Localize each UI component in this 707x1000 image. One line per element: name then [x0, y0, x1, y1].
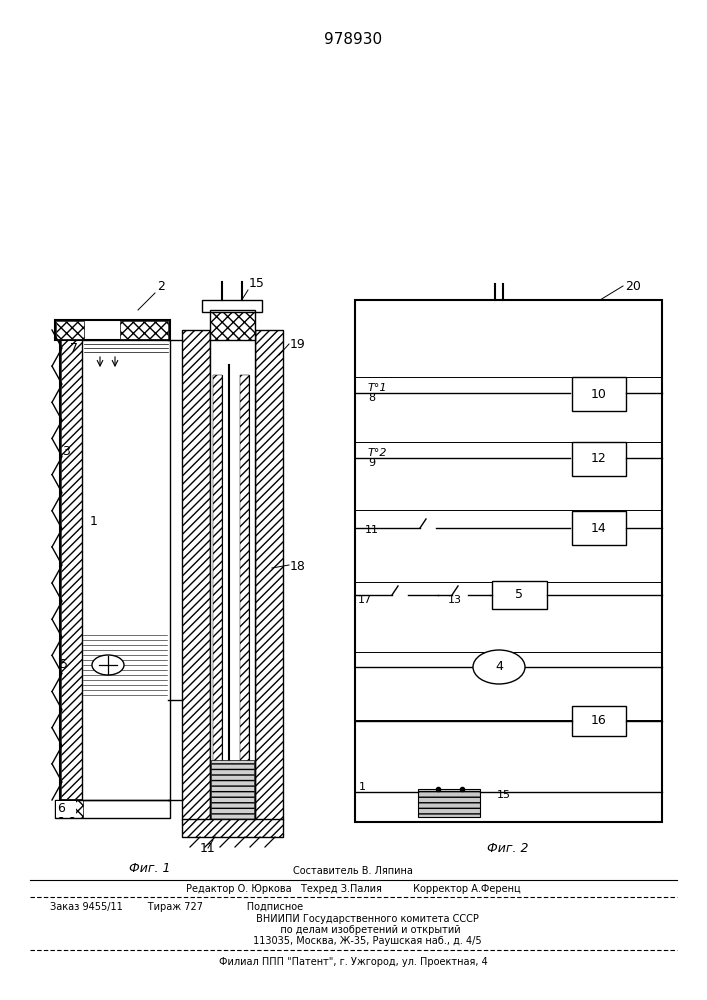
Text: 12: 12: [591, 452, 607, 466]
Bar: [255, 330, 283, 820]
Bar: [572, 442, 626, 476]
Text: 7: 7: [70, 342, 78, 355]
Bar: [120, 321, 168, 339]
Bar: [60, 335, 85, 800]
Text: 2: 2: [157, 280, 165, 293]
Bar: [56, 321, 84, 339]
Bar: [572, 377, 626, 411]
Text: 1: 1: [90, 515, 98, 528]
Bar: [240, 375, 249, 795]
Text: 15: 15: [249, 277, 265, 290]
Text: ВНИИПИ Государственного комитета СССР: ВНИИПИ Государственного комитета СССР: [228, 914, 479, 924]
Bar: [240, 375, 249, 795]
Bar: [572, 511, 626, 545]
Text: 15: 15: [497, 790, 511, 800]
Bar: [572, 706, 626, 736]
Bar: [182, 819, 283, 837]
Text: 5: 5: [60, 658, 68, 671]
Bar: [213, 375, 222, 795]
Text: 16: 16: [591, 714, 607, 728]
Text: 11: 11: [365, 525, 379, 535]
Bar: [355, 300, 662, 822]
Text: Заказ 9455/11        Тираж 727              Подписное: Заказ 9455/11 Тираж 727 Подписное: [50, 902, 303, 912]
Bar: [182, 330, 210, 820]
Bar: [210, 330, 255, 820]
Text: 17: 17: [358, 595, 372, 605]
Ellipse shape: [473, 650, 525, 684]
Text: 14: 14: [591, 522, 607, 534]
Text: 3: 3: [62, 445, 70, 458]
Text: Филиал ППП "Патент", г. Ужгород, ул. Проектная, 4: Филиал ППП "Патент", г. Ужгород, ул. Про…: [218, 957, 487, 967]
Bar: [55, 800, 83, 818]
Bar: [492, 581, 547, 609]
Text: 6: 6: [57, 802, 65, 815]
Text: 4: 4: [495, 660, 503, 674]
Bar: [61, 336, 84, 799]
Text: 9: 9: [368, 458, 375, 468]
Bar: [211, 760, 254, 820]
Bar: [202, 300, 262, 312]
Bar: [55, 800, 170, 818]
Text: T°2: T°2: [368, 448, 387, 458]
Text: 113035, Москва, Ж-35, Раушская наб., д. 4/5: 113035, Москва, Ж-35, Раушская наб., д. …: [225, 936, 481, 946]
Bar: [210, 310, 255, 340]
Bar: [182, 330, 210, 820]
Bar: [55, 320, 170, 340]
Text: 1: 1: [359, 782, 366, 792]
Bar: [418, 789, 480, 817]
Text: Составитель В. Ляпина: Составитель В. Ляпина: [293, 866, 413, 876]
Bar: [182, 819, 283, 837]
Text: 8: 8: [368, 393, 375, 403]
Text: 10: 10: [591, 387, 607, 400]
Bar: [210, 310, 255, 340]
Ellipse shape: [92, 655, 124, 675]
Text: Фиг. 1: Фиг. 1: [129, 861, 171, 874]
Text: Редактор О. Юркова   Техред З.Палия          Корректор А.Ференц: Редактор О. Юркова Техред З.Палия Коррек…: [186, 884, 520, 894]
Text: 18: 18: [290, 560, 306, 573]
Bar: [82, 340, 170, 800]
Text: 13: 13: [448, 595, 462, 605]
Bar: [213, 375, 222, 795]
Text: T°1: T°1: [368, 383, 387, 393]
Text: 5: 5: [515, 588, 523, 601]
Text: по делам изобретений и открытий: по делам изобретений и открытий: [246, 925, 460, 935]
Text: 19: 19: [290, 338, 305, 351]
Text: 20: 20: [625, 280, 641, 293]
Text: Фиг. 2: Фиг. 2: [487, 842, 529, 854]
Text: 11: 11: [200, 842, 216, 855]
Text: 978930: 978930: [324, 32, 382, 47]
Bar: [255, 330, 283, 820]
Bar: [56, 801, 76, 817]
